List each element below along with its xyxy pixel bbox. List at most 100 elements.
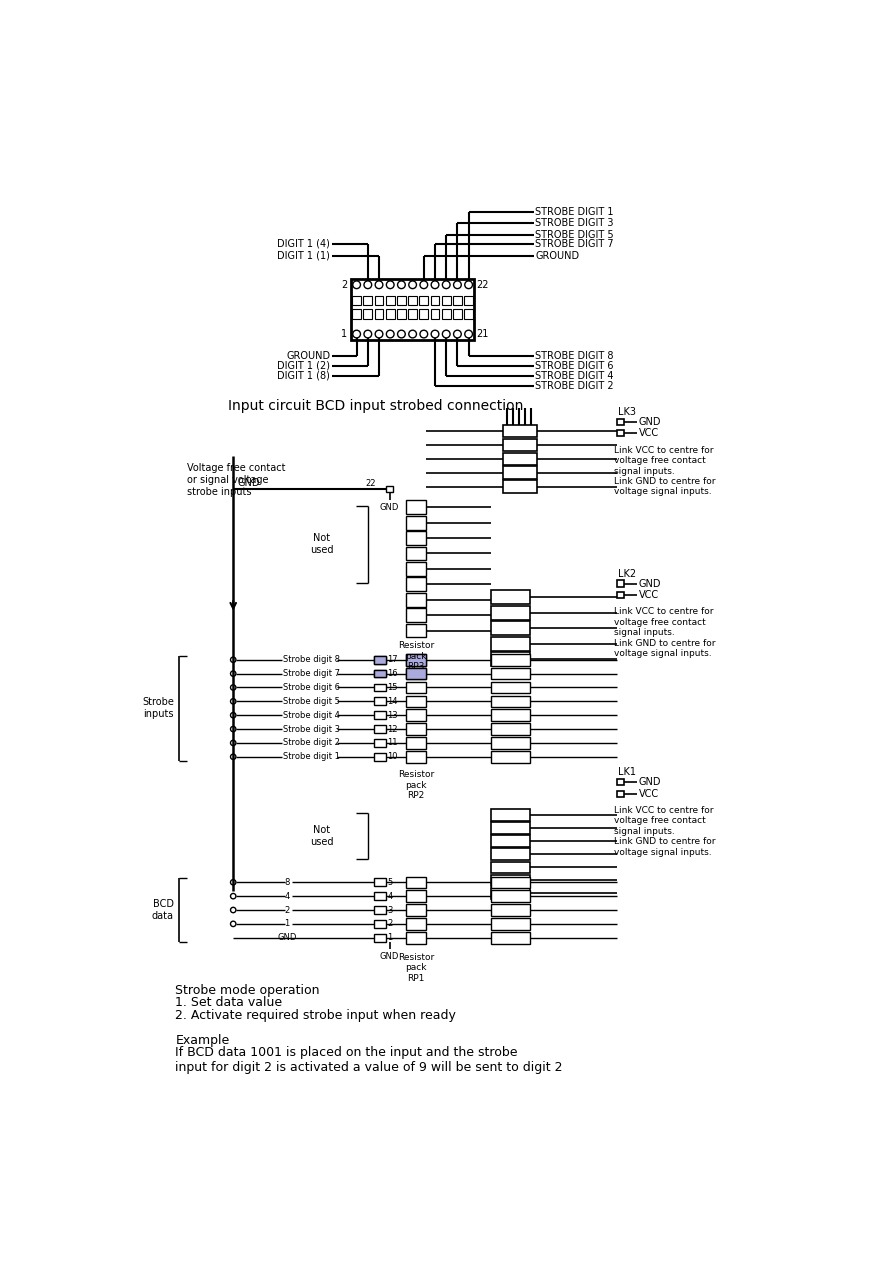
Bar: [491, 682, 530, 693]
Bar: [374, 919, 386, 928]
Text: VCC: VCC: [639, 590, 659, 600]
Bar: [406, 932, 426, 943]
Bar: [617, 419, 623, 424]
Bar: [491, 861, 530, 873]
Text: Input circuit BCD input strobed connection: Input circuit BCD input strobed connecti…: [228, 399, 523, 413]
Text: 4: 4: [285, 892, 289, 901]
Text: Resistor
pack
RP3: Resistor pack RP3: [398, 642, 434, 671]
Bar: [406, 918, 426, 930]
Bar: [617, 791, 623, 797]
Bar: [406, 696, 426, 707]
Bar: [442, 309, 451, 318]
Bar: [442, 296, 451, 304]
Text: GROUND: GROUND: [286, 351, 330, 361]
Text: STROBE DIGIT 4: STROBE DIGIT 4: [535, 370, 613, 380]
Text: 22: 22: [365, 479, 376, 488]
Bar: [406, 890, 426, 902]
Text: Link VCC to centre for
voltage free contact
signal inputs.
Link GND to centre fo: Link VCC to centre for voltage free cont…: [614, 446, 716, 496]
Bar: [491, 696, 530, 707]
Bar: [491, 606, 530, 620]
Text: VCC: VCC: [639, 428, 659, 438]
Bar: [406, 577, 426, 591]
Bar: [617, 581, 623, 586]
Bar: [491, 738, 530, 749]
Bar: [386, 486, 394, 491]
Bar: [491, 835, 530, 847]
Text: Strobe digit 8: Strobe digit 8: [283, 655, 340, 664]
Bar: [491, 621, 530, 635]
Bar: [406, 592, 426, 606]
Bar: [503, 452, 538, 465]
Bar: [374, 683, 386, 691]
Bar: [374, 296, 383, 304]
Text: 13: 13: [388, 711, 398, 720]
Bar: [406, 738, 426, 749]
Bar: [397, 309, 405, 318]
Text: STROBE DIGIT 2: STROBE DIGIT 2: [535, 380, 613, 390]
Text: Voltage free contact
or signal voltage
strobe inputs: Voltage free contact or signal voltage s…: [187, 464, 286, 496]
Bar: [351, 279, 474, 340]
Text: Not
used: Not used: [310, 825, 333, 847]
Text: 10: 10: [388, 753, 397, 762]
Bar: [617, 779, 623, 786]
Text: Strobe digit 2: Strobe digit 2: [283, 739, 340, 748]
Bar: [352, 309, 361, 318]
Text: Resistor
pack
RP2: Resistor pack RP2: [398, 770, 434, 799]
Text: Strobe digit 4: Strobe digit 4: [283, 711, 340, 720]
Text: 12: 12: [388, 725, 397, 734]
Bar: [491, 822, 530, 834]
Bar: [406, 654, 426, 666]
Text: STROBE DIGIT 3: STROBE DIGIT 3: [535, 218, 613, 229]
Text: STROBE DIGIT 5: STROBE DIGIT 5: [535, 230, 613, 240]
Text: DIGIT 1 (4): DIGIT 1 (4): [278, 239, 330, 249]
Bar: [420, 309, 429, 318]
Bar: [491, 751, 530, 763]
Bar: [406, 668, 426, 679]
Bar: [374, 892, 386, 901]
Bar: [491, 652, 530, 666]
Bar: [374, 655, 386, 663]
Bar: [374, 725, 386, 733]
Bar: [503, 466, 538, 479]
Bar: [374, 906, 386, 914]
Bar: [453, 309, 462, 318]
Bar: [453, 296, 462, 304]
Bar: [406, 562, 426, 576]
Bar: [374, 655, 386, 663]
Text: GND: GND: [639, 777, 662, 787]
Text: STROBE DIGIT 1: STROBE DIGIT 1: [535, 207, 613, 217]
Bar: [503, 438, 538, 451]
Bar: [406, 751, 426, 763]
Text: LK2: LK2: [618, 568, 637, 578]
Bar: [374, 669, 386, 677]
Bar: [408, 309, 417, 318]
Bar: [406, 609, 426, 623]
Text: 17: 17: [388, 655, 398, 664]
Text: 11: 11: [388, 739, 397, 748]
Bar: [406, 668, 426, 679]
Text: LK1: LK1: [618, 767, 636, 777]
Text: Example: Example: [175, 1034, 230, 1047]
Bar: [374, 309, 383, 318]
Bar: [491, 668, 530, 679]
Bar: [406, 710, 426, 721]
Text: 4: 4: [388, 892, 392, 901]
Bar: [491, 932, 530, 943]
Bar: [464, 296, 473, 304]
Bar: [503, 424, 538, 437]
Text: Resistor
pack
RP1: Resistor pack RP1: [398, 952, 434, 983]
Text: GND: GND: [237, 479, 260, 489]
Text: STROBE DIGIT 7: STROBE DIGIT 7: [535, 239, 613, 249]
Text: Strobe digit 7: Strobe digit 7: [283, 669, 340, 678]
Bar: [617, 431, 623, 437]
Bar: [430, 309, 439, 318]
Text: 1: 1: [388, 933, 392, 942]
Text: DIGIT 1 (8): DIGIT 1 (8): [278, 370, 330, 380]
Text: Link VCC to centre for
voltage free contact
signal inputs.
Link GND to centre fo: Link VCC to centre for voltage free cont…: [614, 608, 716, 658]
Bar: [374, 753, 386, 760]
Bar: [363, 309, 372, 318]
Bar: [406, 624, 426, 638]
Text: GND: GND: [380, 952, 399, 961]
Text: 15: 15: [388, 683, 397, 692]
Text: GND: GND: [639, 578, 662, 589]
